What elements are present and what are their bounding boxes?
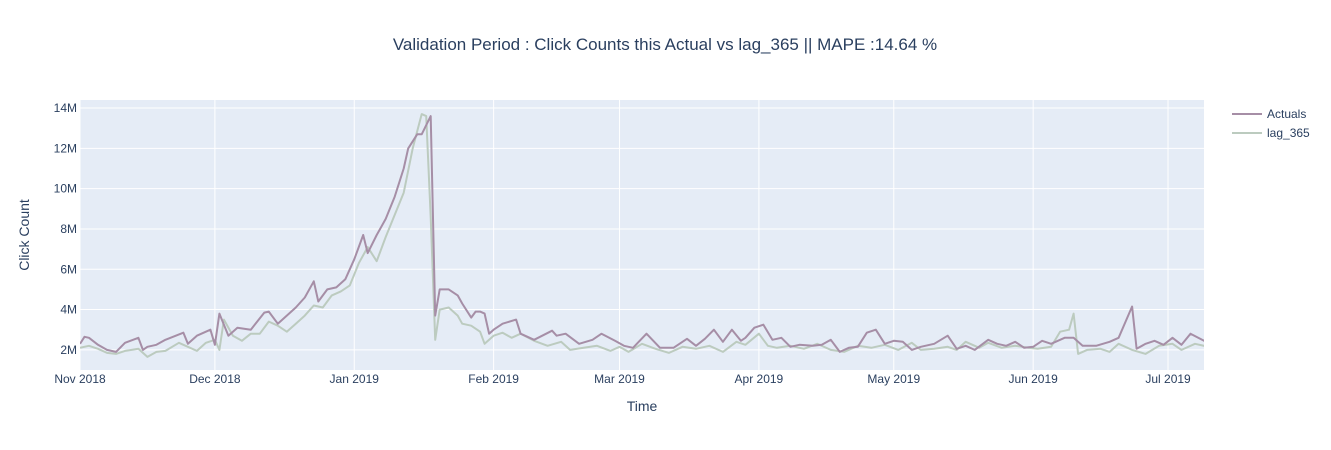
x-tick-label: Jan 2019 <box>330 372 380 386</box>
x-tick-label: Nov 2018 <box>54 372 106 386</box>
x-tick-label: May 2019 <box>867 372 920 386</box>
series-line-actuals <box>80 115 1204 353</box>
y-tick-label: 4M <box>60 303 77 317</box>
x-tick-label: Apr 2019 <box>735 372 784 386</box>
y-axis-title: Click Count <box>16 199 32 271</box>
series-layer <box>80 113 1204 358</box>
x-gridlines <box>79 100 1169 370</box>
x-tick-label: Jul 2019 <box>1145 372 1191 386</box>
y-tick-label: 2M <box>60 343 77 357</box>
y-tick-label: 10M <box>54 182 77 196</box>
y-tick-label: 14M <box>54 101 77 115</box>
x-tick-label: Feb 2019 <box>468 372 519 386</box>
legend-item-actuals[interactable]: Actuals <box>1232 107 1306 121</box>
legend[interactable]: Actuals lag_365 <box>1232 107 1310 140</box>
y-tick-labels: 2M 4M 6M 8M 10M 12M 14M <box>54 101 77 357</box>
y-gridlines <box>80 107 1204 351</box>
legend-label-actuals: Actuals <box>1267 107 1306 121</box>
chart-title: Validation Period : Click Counts this Ac… <box>393 35 937 54</box>
x-tick-label: Mar 2019 <box>594 372 645 386</box>
y-tick-label: 12M <box>54 141 77 155</box>
series-line-lag-365 <box>80 113 1204 358</box>
y-tick-label: 8M <box>60 222 77 236</box>
x-tick-label: Dec 2018 <box>189 372 241 386</box>
x-axis-title: Time <box>627 398 658 414</box>
x-tick-label: Jun 2019 <box>1008 372 1058 386</box>
x-tick-labels: Nov 2018 Dec 2018 Jan 2019 Feb 2019 Mar 2019… <box>54 372 1191 386</box>
legend-label-lag-365: lag_365 <box>1267 126 1310 140</box>
y-tick-label: 6M <box>60 262 77 276</box>
legend-item-lag-365[interactable]: lag_365 <box>1232 126 1310 140</box>
